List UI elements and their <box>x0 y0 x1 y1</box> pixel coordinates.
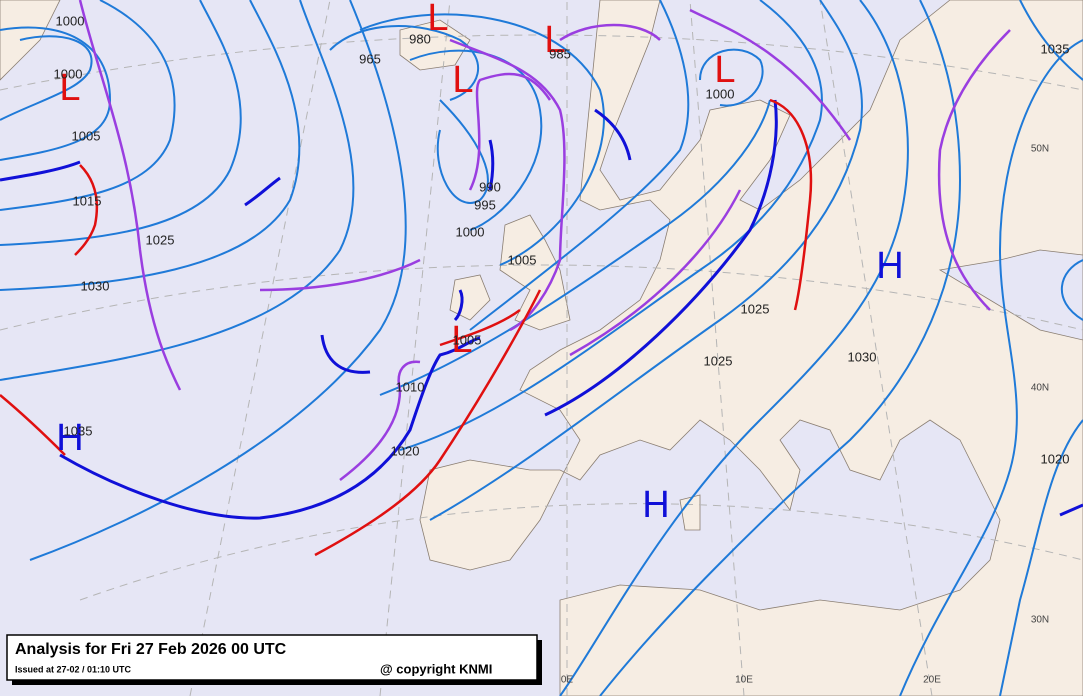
isobar-label: 1035 <box>64 423 93 438</box>
isobar-label: 1025 <box>146 232 175 247</box>
caption-copyright: @ copyright KNMI <box>380 661 492 676</box>
isobar-label: 1005 <box>72 128 101 143</box>
isobar-label: 1020 <box>391 443 420 458</box>
caption-issued: Issued at 27-02 / 01:10 UTC <box>15 664 132 674</box>
high-center: H <box>876 245 903 287</box>
isobar-label: 1005 <box>508 252 537 267</box>
caption: Analysis for Fri 27 Feb 2026 00 UTC Issu… <box>6 634 542 685</box>
longitude-label: 20E <box>923 675 941 686</box>
low-center: L <box>452 59 473 101</box>
high-center: H <box>56 417 83 459</box>
low-center: L <box>427 0 448 39</box>
isobar-label: 1025 <box>704 353 733 368</box>
black-sea <box>938 249 1083 341</box>
low-center: L <box>544 19 565 61</box>
high-center: H <box>642 484 669 526</box>
low-center: L <box>451 319 472 361</box>
isobar-label: 985 <box>549 46 571 61</box>
latitude-label: 30N <box>1031 615 1049 626</box>
isobar-label: 1005 <box>453 332 482 347</box>
isobar-label: 1035 <box>1041 41 1070 56</box>
low-center: L <box>714 49 735 91</box>
isobar-label: 1025 <box>741 301 770 316</box>
caption-box <box>6 634 538 681</box>
isobar-label: 965 <box>359 51 381 66</box>
isobar-label: 995 <box>474 197 496 212</box>
isobar-label: 1010 <box>396 379 425 394</box>
isobar-label: 1015 <box>73 193 102 208</box>
latitude-label: 40N <box>1031 383 1049 394</box>
fronts <box>0 0 1083 557</box>
isobar-label: 1000 <box>706 86 735 101</box>
labels: L L L L L L H H H 1000 1000 1005 1015 10… <box>54 0 1070 686</box>
low-center: L <box>59 67 80 109</box>
latitude-label: 50N <box>1031 144 1049 155</box>
isobar-label: 1030 <box>848 349 877 364</box>
isobar-label: 980 <box>409 31 431 46</box>
longitude-label: 10E <box>735 675 753 686</box>
isobar-label: 1000 <box>56 13 85 28</box>
caption-title: Analysis for Fri 27 Feb 2026 00 UTC <box>15 641 287 658</box>
isobar-label: 1000 <box>456 224 485 239</box>
isobar-label: 1020 <box>1041 451 1070 466</box>
isobar-label: 990 <box>479 179 501 194</box>
longitude-label: 0E <box>561 675 574 686</box>
isobar-label: 1000 <box>54 66 83 81</box>
isobar-label: 1030 <box>81 278 110 293</box>
